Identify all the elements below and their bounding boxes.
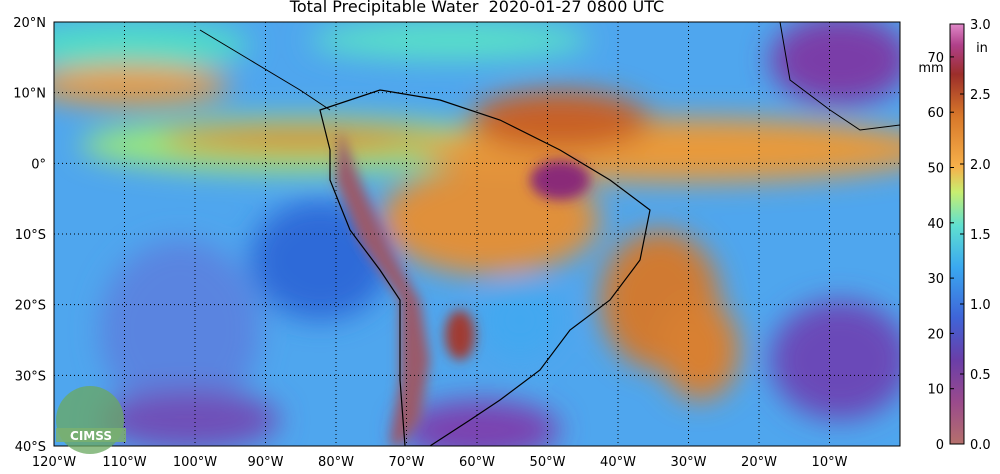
- mm-tick-label: 0: [936, 438, 944, 453]
- map: [54, 22, 900, 446]
- mm-unit: mm: [918, 61, 943, 76]
- mm-tick-label: 40: [927, 217, 944, 232]
- lon-label: 80°W: [318, 455, 354, 470]
- title: Total Precipitable Water 2020-01-27 0800…: [289, 0, 664, 16]
- mm-tick-label: 60: [927, 106, 944, 121]
- mm-tick-label: 10: [927, 383, 944, 398]
- lon-label: 70°W: [389, 455, 425, 470]
- in-tick-label: 0.5: [970, 368, 991, 383]
- in-tick-label: 3.0: [970, 18, 991, 33]
- lat-label: 20°N: [13, 16, 46, 31]
- in-tick-label: 2.0: [970, 158, 991, 173]
- lon-label: 40°W: [600, 455, 636, 470]
- lat-label: 30°S: [15, 369, 46, 384]
- lon-label: 110°W: [102, 455, 146, 470]
- logo: CIMSS: [56, 386, 126, 454]
- mm-tick-label: 20: [927, 327, 944, 342]
- mm-tick-label: 30: [927, 272, 944, 287]
- lon-label: 30°W: [671, 455, 707, 470]
- in-unit: in: [976, 41, 988, 56]
- lat-label: 40°S: [15, 440, 46, 455]
- in-tick-label: 0.0: [970, 438, 991, 453]
- map-frame: [53, 21, 901, 447]
- in-tick-label: 1.5: [970, 228, 991, 243]
- lon-label: 120°W: [32, 455, 76, 470]
- lon-label: 60°W: [459, 455, 495, 470]
- lon-label: 50°W: [530, 455, 566, 470]
- mm-tick-label: 70: [927, 51, 944, 66]
- lon-label: 20°W: [741, 455, 777, 470]
- mm-tick-label: 50: [927, 162, 944, 177]
- lon-label: 100°W: [173, 455, 217, 470]
- lat-label: 10°S: [15, 228, 46, 243]
- in-tick-label: 1.0: [970, 298, 991, 313]
- lat-label: 0°: [31, 157, 46, 172]
- lat-label: 20°S: [15, 299, 46, 314]
- graticule: [54, 22, 900, 446]
- lon-label: 10°W: [812, 455, 848, 470]
- in-tick-label: 2.5: [970, 88, 991, 103]
- lon-label: 90°W: [248, 455, 284, 470]
- logo-text: CIMSS: [70, 429, 112, 443]
- lat-label: 10°N: [13, 87, 46, 102]
